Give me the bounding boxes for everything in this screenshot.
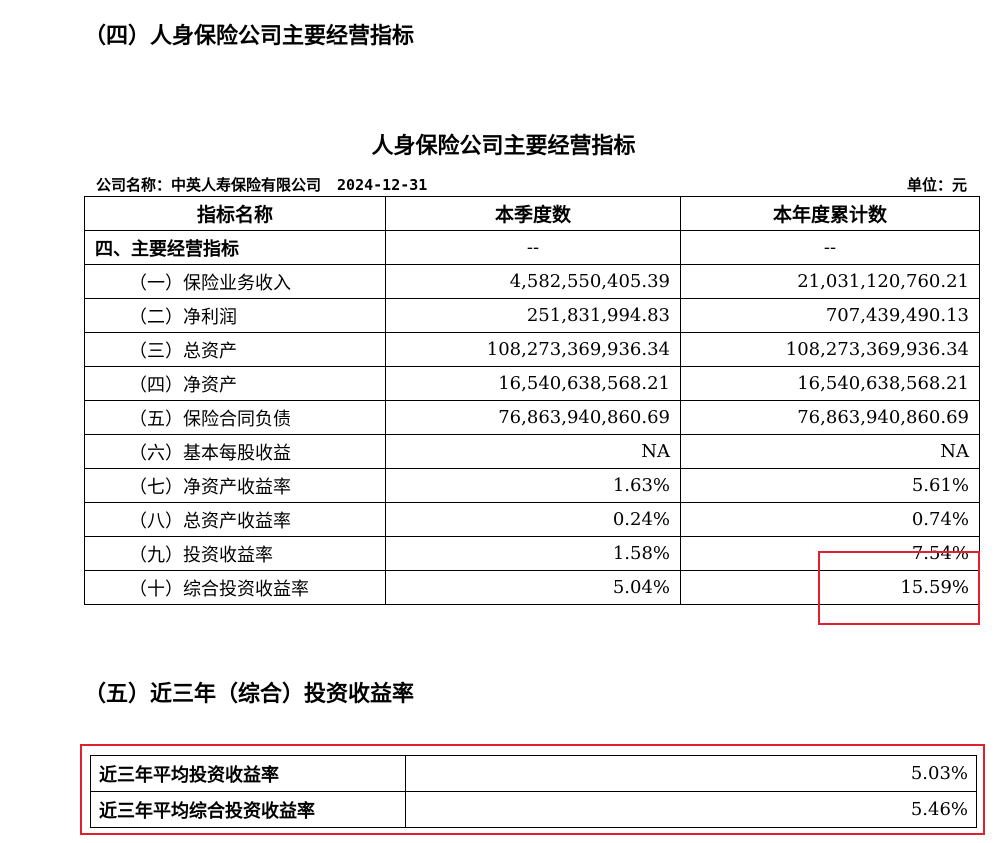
row-name: （二）净利润: [84, 298, 386, 333]
row-quarter-value: --: [385, 230, 681, 265]
row-label: 近三年平均投资收益率: [90, 755, 406, 792]
table-row: （八）总资产收益率 0.24% 0.74%: [84, 502, 980, 537]
row-quarter-value: 76,863,940,860.69: [385, 400, 681, 435]
table-row: （十）综合投资收益率 5.04% 15.59%: [84, 570, 980, 605]
row-quarter-value: NA: [385, 434, 681, 469]
table-row: 近三年平均投资收益率 5.03%: [90, 755, 977, 792]
indicators-table: 指标名称 本季度数 本年度累计数 四、主要经营指标 -- -- （一）保险业务收…: [84, 196, 980, 605]
table-row: 近三年平均综合投资收益率 5.46%: [90, 791, 977, 828]
table-row: （三）总资产 108,273,369,936.34 108,273,369,93…: [84, 332, 980, 367]
table-row: （一）保险业务收入 4,582,550,405.39 21,031,120,76…: [84, 264, 980, 299]
table-row: （七）净资产收益率 1.63% 5.61%: [84, 468, 980, 503]
report-date: 2024-12-31: [337, 176, 428, 194]
row-quarter-value: 16,540,638,568.21: [385, 366, 681, 401]
row-name: （八）总资产收益率: [84, 502, 386, 537]
row-ytd-value: 0.74%: [680, 502, 980, 537]
row-quarter-value: 4,582,550,405.39: [385, 264, 681, 299]
table-row: （五）保险合同负债 76,863,940,860.69 76,863,940,8…: [84, 400, 980, 435]
row-ytd-value: 5.61%: [680, 468, 980, 503]
row-quarter-value: 251,831,994.83: [385, 298, 681, 333]
row-quarter-value: 0.24%: [385, 502, 681, 537]
table-row: 四、主要经营指标 -- --: [84, 230, 980, 265]
unit-label: 单位：元: [906, 176, 967, 194]
row-quarter-value: 108,273,369,936.34: [385, 332, 681, 367]
row-name: （十）综合投资收益率: [84, 570, 386, 605]
row-value: 5.46%: [405, 791, 977, 828]
row-quarter-value: 1.58%: [385, 536, 681, 571]
table-header-row: 指标名称 本季度数 本年度累计数: [84, 196, 980, 231]
row-name: （一）保险业务收入: [84, 264, 386, 299]
company-name: 公司名称：中英人寿保险有限公司: [96, 176, 322, 194]
row-name: （七）净资产收益率: [84, 468, 386, 503]
row-ytd-value: NA: [680, 434, 980, 469]
row-name: （四）净资产: [84, 366, 386, 401]
header-quarter: 本季度数: [385, 196, 681, 231]
section-4-heading: （四）人身保险公司主要经营指标: [84, 23, 415, 49]
row-name: （三）总资产: [84, 332, 386, 367]
row-ytd-value: 7.54%: [680, 536, 980, 571]
row-name: （五）保险合同负债: [84, 400, 386, 435]
row-ytd-value: 76,863,940,860.69: [680, 400, 980, 435]
three-year-yield-table: 近三年平均投资收益率 5.03% 近三年平均综合投资收益率 5.46%: [90, 755, 977, 828]
row-name: （九）投资收益率: [84, 536, 386, 571]
header-ytd: 本年度累计数: [680, 196, 980, 231]
row-ytd-value: 707,439,490.13: [680, 298, 980, 333]
row-label: 近三年平均综合投资收益率: [90, 791, 406, 828]
table-row: （四）净资产 16,540,638,568.21 16,540,638,568.…: [84, 366, 980, 401]
row-name: 四、主要经营指标: [84, 230, 386, 265]
table-row: （二）净利润 251,831,994.83 707,439,490.13: [84, 298, 980, 333]
section-5-heading: （五）近三年（综合）投资收益率: [84, 681, 415, 707]
row-quarter-value: 5.04%: [385, 570, 681, 605]
row-ytd-value: 108,273,369,936.34: [680, 332, 980, 367]
company-info: 公司名称：中英人寿保险有限公司 2024-12-31: [96, 174, 427, 195]
row-name: （六）基本每股收益: [84, 434, 386, 469]
row-ytd-value: 16,540,638,568.21: [680, 366, 980, 401]
row-ytd-value: 15.59%: [680, 570, 980, 605]
row-value: 5.03%: [405, 755, 977, 792]
header-indicator-name: 指标名称: [84, 196, 386, 231]
table-title: 人身保险公司主要经营指标: [371, 133, 636, 159]
table-row: （六）基本每股收益 NA NA: [84, 434, 980, 469]
table-row: （九）投资收益率 1.58% 7.54%: [84, 536, 980, 571]
row-quarter-value: 1.63%: [385, 468, 681, 503]
row-ytd-value: 21,031,120,760.21: [680, 264, 980, 299]
row-ytd-value: --: [680, 230, 980, 265]
